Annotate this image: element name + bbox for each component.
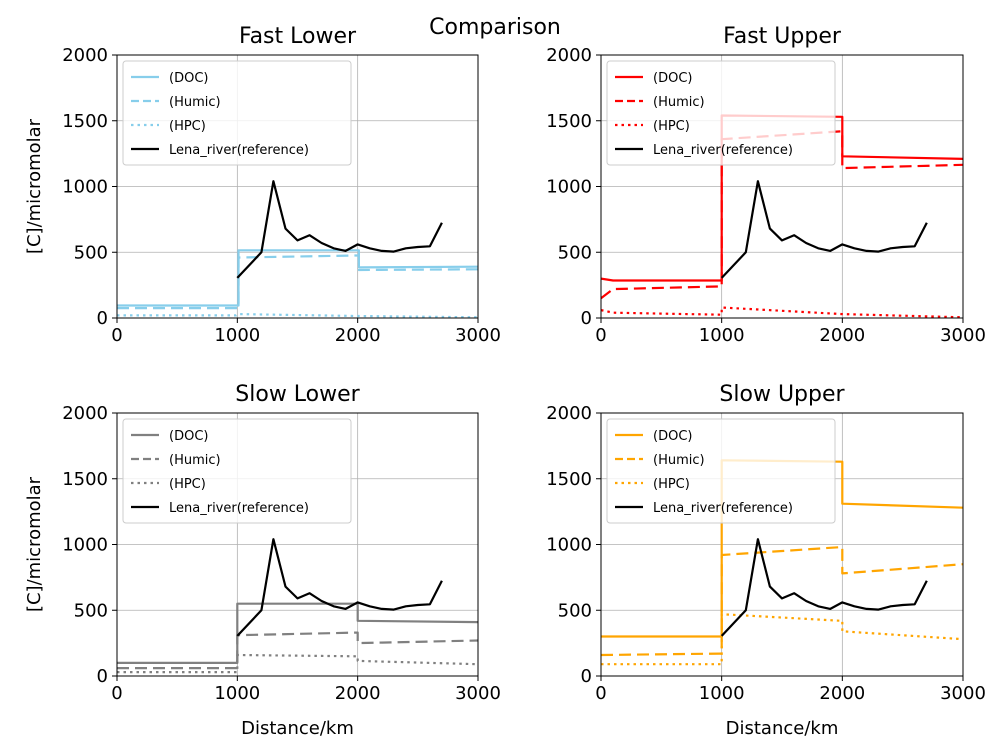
legend: (DOC) (Humic) (HPC) Lena_river(reference) (122, 60, 352, 166)
x-tick-label: 2000 (819, 683, 865, 704)
x-tick-label: 3000 (940, 683, 986, 704)
x-tick-label: 2000 (819, 325, 865, 346)
x-tick-label: 1000 (699, 325, 745, 346)
series-line-1 (117, 249, 478, 307)
series-group (117, 180, 478, 318)
x-tick-label: 0 (595, 325, 606, 346)
legend-entry: Lena_river(reference) (653, 143, 793, 158)
y-tick-label: 0 (581, 666, 592, 687)
y-tick-label: 2000 (62, 403, 108, 424)
legend-entry: Lena_river(reference) (169, 501, 309, 516)
chart-panel-1: 0 1000 2000 3000 0 500 1000 1500 2000 Fast Lower [… (24, 24, 501, 346)
series-line-reference (720, 538, 928, 637)
series-line-3 (601, 306, 963, 318)
legend-box (606, 60, 836, 166)
legend-box (122, 60, 352, 166)
legend-entry: (DOC) (653, 429, 692, 444)
y-tick-label: 0 (581, 308, 592, 329)
x-tick-label: 2000 (335, 683, 381, 704)
series-line-3 (117, 653, 478, 674)
legend-entry: (Humic) (169, 453, 221, 468)
legend-entry: (HPC) (653, 477, 690, 492)
y-tick-label: 1500 (62, 469, 108, 490)
series-line-reference (236, 538, 443, 637)
y-tick-label: 1000 (62, 535, 108, 556)
legend-entry: (DOC) (169, 429, 208, 444)
y-tick-label: 0 (97, 666, 108, 687)
series-line-2 (601, 545, 963, 657)
legend: (DOC) (Humic) (HPC) Lena_river(reference) (606, 60, 836, 166)
y-tick-label: 1000 (62, 177, 108, 198)
y-tick-label: 0 (97, 308, 108, 329)
figure-title: Comparison (429, 15, 561, 40)
x-tick-label: 2000 (335, 325, 381, 346)
legend-entry: Lena_river(reference) (653, 501, 793, 516)
legend: (DOC) (Humic) (HPC) Lena_river(reference) (122, 418, 352, 524)
series-line-2 (117, 254, 478, 310)
legend: (DOC) (Humic) (HPC) Lena_river(reference) (606, 418, 836, 524)
legend-box (606, 418, 836, 524)
chart-title: Slow Lower (235, 382, 360, 407)
chart-panel-4: 0 1000 2000 3000 0 500 1000 1500 2000 Slow Upper D… (546, 382, 986, 739)
series-line-reference (236, 180, 443, 279)
series-line-3 (117, 313, 478, 318)
x-tick-label: 0 (111, 683, 122, 704)
y-tick-label: 1500 (62, 111, 108, 132)
chart-panel-3: 0 1000 2000 3000 0 500 1000 1500 2000 Slow Lower D… (24, 382, 501, 739)
y-tick-label: 2000 (546, 403, 592, 424)
x-tick-label: 1000 (214, 683, 260, 704)
y-tick-label: 1000 (546, 177, 592, 198)
y-axis-label: [C]/micromolar (24, 118, 45, 254)
y-tick-label: 2000 (62, 45, 108, 66)
y-tick-label: 500 (558, 600, 592, 621)
x-axis-label: Distance/km (241, 718, 354, 739)
x-tick-label: 0 (111, 325, 122, 346)
legend-entry: (HPC) (169, 477, 206, 492)
legend-box (122, 418, 352, 524)
legend-entry: Lena_river(reference) (169, 143, 309, 158)
x-tick-label: 3000 (940, 325, 986, 346)
legend-entry: (HPC) (653, 119, 690, 134)
legend-entry: (Humic) (169, 95, 221, 110)
y-tick-label: 1000 (546, 535, 592, 556)
chart-title: Slow Upper (719, 382, 845, 407)
series-group (117, 538, 478, 674)
series-line-reference (720, 180, 928, 279)
x-tick-label: 3000 (455, 325, 501, 346)
y-tick-label: 500 (74, 242, 108, 263)
y-tick-label: 500 (74, 600, 108, 621)
y-tick-label: 1500 (546, 111, 592, 132)
chart-panel-2: 0 1000 2000 3000 0 500 1000 1500 2000 Fast Upper (… (546, 24, 986, 346)
x-tick-label: 1000 (214, 325, 260, 346)
legend-entry: (HPC) (169, 119, 206, 134)
y-axis-label: [C]/micromolar (24, 476, 45, 612)
y-tick-label: 1500 (546, 469, 592, 490)
y-tick-label: 2000 (546, 45, 592, 66)
x-axis-label: Distance/km (726, 718, 839, 739)
x-tick-label: 1000 (699, 683, 745, 704)
chart-title: Fast Upper (723, 24, 842, 49)
x-tick-label: 3000 (455, 683, 501, 704)
y-tick-label: 500 (558, 242, 592, 263)
legend-entry: (Humic) (653, 453, 705, 468)
chart-title: Fast Lower (239, 24, 357, 49)
series-line-1 (117, 602, 478, 665)
legend-entry: (DOC) (653, 71, 692, 86)
legend-entry: (Humic) (653, 95, 705, 110)
series-line-3 (601, 613, 963, 666)
legend-entry: (DOC) (169, 71, 208, 86)
x-tick-label: 0 (595, 683, 606, 704)
